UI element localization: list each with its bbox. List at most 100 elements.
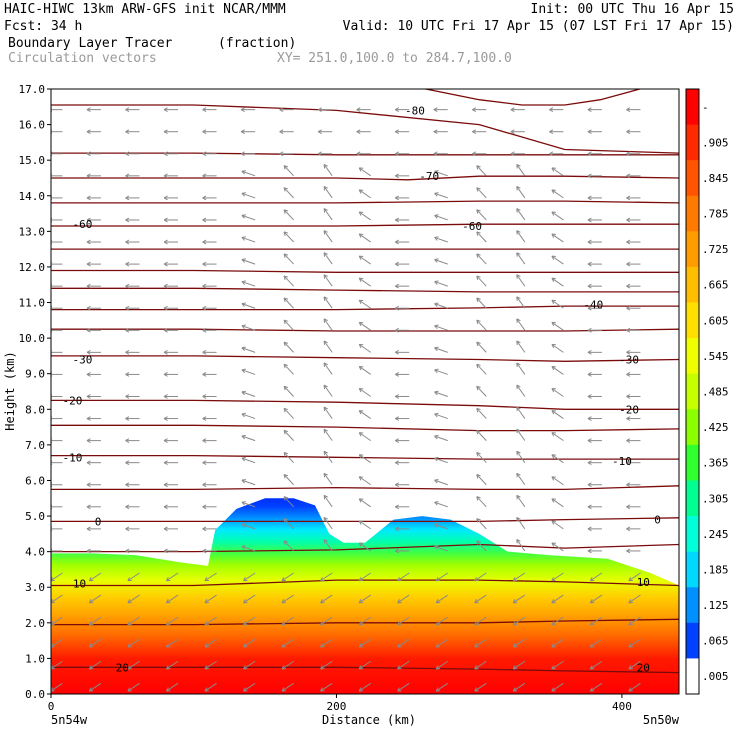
circulation-vector-head: [516, 428, 521, 434]
circulation-vector-head: [395, 504, 399, 510]
circulation-vector-head: [434, 545, 439, 550]
y-tick-label: 17.0: [19, 83, 46, 96]
circulation-vector: [551, 476, 564, 486]
circulation-vector-head: [395, 151, 399, 157]
y-tick-label: 5.0: [25, 510, 45, 523]
circulation-vector-head: [587, 173, 592, 179]
circulation-vector: [551, 366, 564, 375]
circulation-vector-head: [587, 416, 592, 421]
circulation-vector-head: [86, 261, 91, 267]
circulation-vector-head: [204, 576, 209, 582]
circulation-vector-head: [240, 151, 245, 157]
circulation-vector: [434, 501, 448, 508]
y-tick-label: 3.0: [25, 581, 45, 594]
circulation-vector-head: [163, 349, 168, 355]
circulation-vector: [283, 496, 295, 508]
circulation-vector: [476, 496, 487, 508]
plot-frame: [50, 88, 680, 695]
circulation-vector-head: [202, 173, 207, 179]
circulation-vector-head: [358, 498, 364, 503]
circulation-vector-head: [241, 324, 246, 330]
circulation-vector-head: [283, 297, 289, 303]
circulation-vector-head: [202, 195, 207, 201]
circulation-vector-head: [323, 274, 328, 279]
circulation-vector-head: [283, 187, 289, 192]
circulation-vector-head: [86, 504, 91, 510]
y-axis-label: Height (km): [3, 351, 17, 430]
circulation-vector-head: [125, 151, 130, 157]
circulation-vector-head: [241, 280, 246, 285]
circulation-vector-head: [587, 460, 592, 466]
colorbar-label: .845: [702, 172, 729, 185]
circulation-vector-head: [474, 665, 479, 670]
circulation-vector-head: [125, 394, 130, 399]
circulation-vector: [516, 406, 526, 419]
circulation-vector-head: [320, 665, 325, 670]
circulation-vector-head: [626, 217, 631, 223]
circulation-vector: [323, 473, 333, 486]
circulation-vector-head: [86, 151, 91, 157]
circulation-vector-head: [476, 253, 481, 258]
circulation-vector-head: [241, 478, 246, 484]
circulation-vector-head: [516, 406, 521, 412]
circulation-vector: [516, 230, 526, 243]
circulation-vector-head: [125, 217, 130, 223]
circulation-vector-head: [358, 432, 364, 437]
circulation-vector-head: [323, 296, 328, 301]
circulation-vector: [628, 616, 641, 626]
circulation-vector-head: [279, 107, 284, 112]
circulation-vector-head: [240, 129, 245, 135]
circulation-vector: [323, 340, 333, 353]
circulation-vector-head: [163, 173, 168, 179]
circulation-vector-head: [202, 372, 207, 377]
circulation-vector-head: [626, 460, 631, 466]
circulation-vector-head: [163, 482, 168, 488]
circulation-vector: [323, 384, 333, 397]
circulation-vector-head: [320, 687, 325, 692]
circulation-vector-head: [476, 518, 481, 523]
y-tick-label: 9.0: [25, 368, 45, 381]
circulation-vector-head: [241, 368, 246, 374]
circulation-vector: [516, 186, 526, 199]
contour-label: -60: [72, 218, 92, 231]
circulation-vector-head: [323, 252, 328, 257]
circulation-vector: [435, 682, 449, 692]
circulation-vector: [512, 572, 526, 582]
circulation-vector-head: [434, 258, 439, 263]
colorbar-swatch: [686, 124, 699, 161]
colorbar-label: .605: [702, 314, 729, 327]
field-units: (fraction): [218, 36, 296, 51]
circulation-vector-head: [551, 665, 556, 670]
colorbar-swatch: [686, 551, 699, 588]
y-tick-label: 15.0: [19, 154, 46, 167]
circulation-vector: [323, 164, 333, 177]
circulation-vector-head: [397, 665, 402, 670]
circulation-vector-head: [628, 687, 633, 692]
circulation-vector: [476, 452, 487, 464]
circulation-vector-head: [202, 460, 207, 466]
circulation-vector: [241, 347, 256, 353]
circulation-vector-head: [549, 107, 554, 112]
circulation-vector-head: [241, 523, 246, 528]
circulation-vector: [241, 391, 256, 397]
circulation-vector: [127, 594, 140, 604]
circulation-vector-head: [551, 542, 556, 547]
circulation-vector-head: [320, 643, 325, 648]
contour-line--70: [51, 175, 679, 181]
circulation-vector-head: [516, 230, 521, 235]
circulation-vector-head: [86, 416, 91, 421]
circulation-vector-head: [202, 416, 207, 421]
circulation-vector: [127, 638, 140, 648]
circulation-vector-head: [320, 621, 325, 626]
circulation-vector: [551, 410, 564, 419]
circulation-vector: [89, 594, 102, 604]
circulation-vector-head: [204, 599, 209, 604]
circulation-vector: [166, 616, 179, 626]
circulation-vector: [551, 189, 564, 199]
circulation-vector-head: [626, 107, 631, 112]
circulation-vector: [476, 430, 487, 441]
circulation-vector: [323, 230, 333, 243]
circulation-vector-head: [163, 239, 168, 245]
circulation-vector-head: [587, 107, 592, 112]
circulation-vector-head: [512, 665, 518, 670]
